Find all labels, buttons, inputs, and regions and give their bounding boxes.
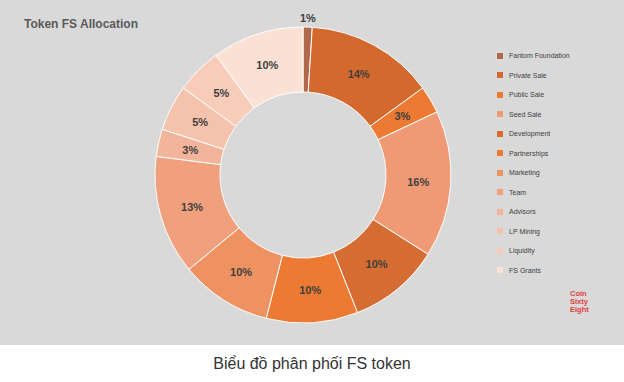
svg-text:13%: 13% [181,201,203,213]
html-text:Coin: Coin [570,289,587,298]
svg-text:3%: 3% [182,144,198,156]
svg-text:10%: 10% [299,284,321,296]
html-text:Development: Development [509,130,551,138]
html-text:Private Sale: Private Sale [509,71,547,79]
svg-text:14%: 14% [348,68,370,80]
svg-text:16%: 16% [407,176,429,188]
html-text:Seed Sale: Seed Sale [509,110,542,118]
html-text:Eight: Eight [570,305,589,314]
html-text:Public Sale: Public Sale [509,91,544,99]
html-text:LP Mining: LP Mining [509,227,540,235]
html-text:Fantom Foundation: Fantom Foundation [509,52,570,60]
html-text:Sixty: Sixty [570,297,588,306]
html-text:Marketing: Marketing [509,169,540,177]
svg-text:10%: 10% [256,59,278,71]
svg-text:5%: 5% [213,87,229,99]
svg-text:3%: 3% [394,110,410,122]
html-text:Partnerships: Partnerships [509,149,549,157]
html-text:Advisors: Advisors [509,208,536,216]
svg-text:1%: 1% [300,12,316,24]
html-text:Team: Team [509,188,527,196]
html-text:Biểu đồ phân phối FS token: Biểu đồ phân phối FS token [213,355,411,372]
svg-text:10%: 10% [230,266,252,278]
html-text:Liquidity: Liquidity [509,247,535,255]
html-text:FS Grants: FS Grants [509,266,541,274]
svg-text:5%: 5% [192,116,208,128]
svg-text:10%: 10% [366,258,388,270]
html-text:Token FS Allocation: Token FS Allocation [24,17,138,31]
